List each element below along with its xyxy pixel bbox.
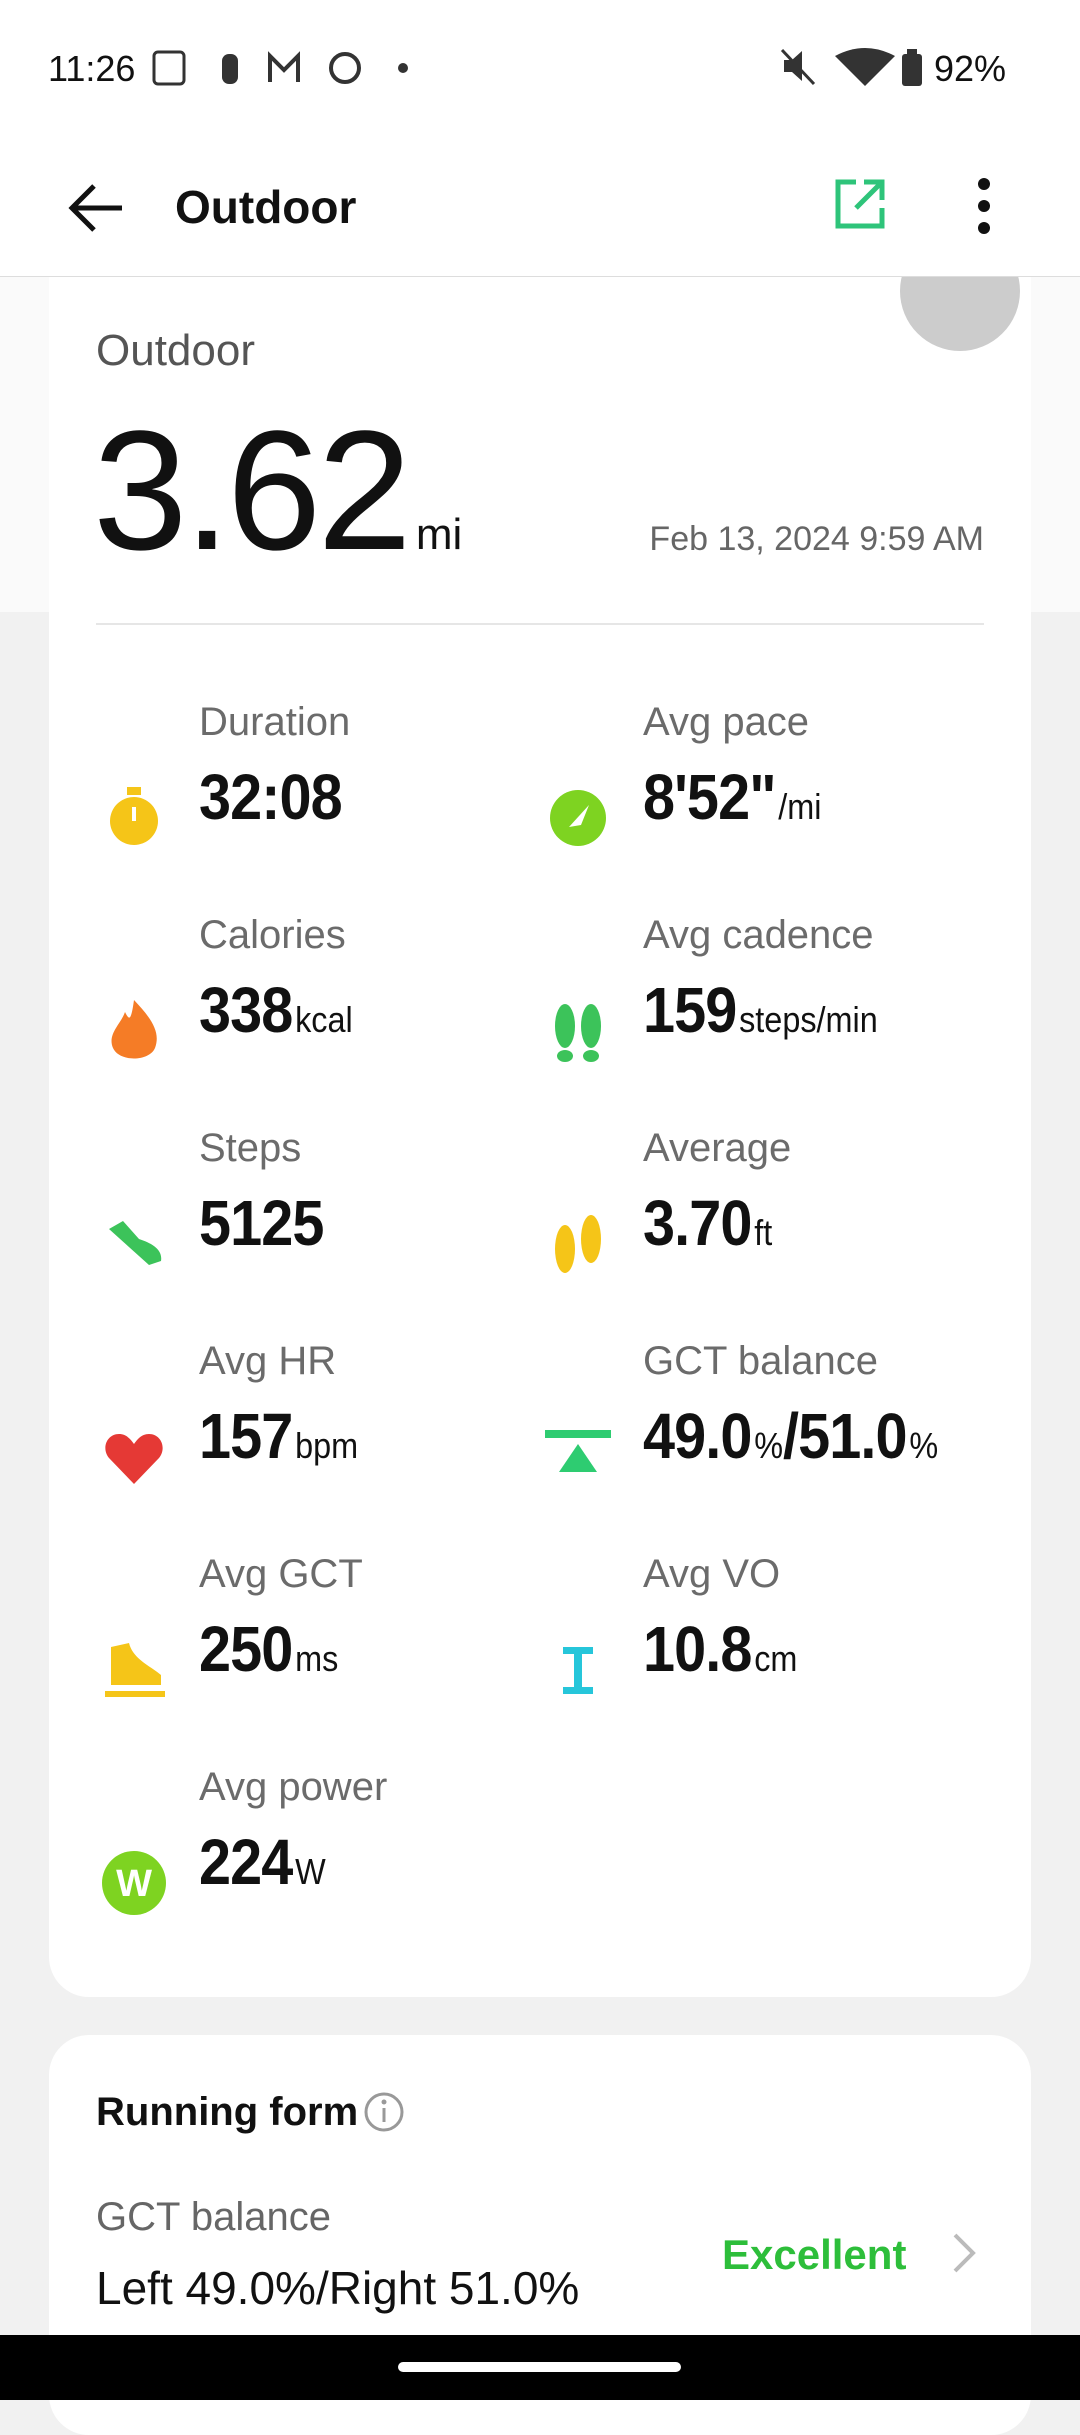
metric-number: 250 bbox=[199, 1613, 293, 1685]
metric-value: 159steps/min bbox=[643, 973, 878, 1047]
metric-unit: steps/min bbox=[739, 999, 878, 1040]
metric-icon bbox=[555, 1215, 601, 1273]
workout-label: Outdoor bbox=[96, 326, 255, 375]
metric-number: 159 bbox=[643, 974, 737, 1046]
divider bbox=[96, 623, 984, 625]
metric-label: Average bbox=[643, 1126, 792, 1170]
notification-icons bbox=[152, 50, 408, 86]
rating[interactable]: Excellent bbox=[722, 2231, 907, 2278]
status-bar: 11:26 92% bbox=[0, 0, 1080, 140]
metric-unit: ft bbox=[754, 1212, 773, 1253]
metric-number: 10.8 bbox=[643, 1613, 752, 1685]
metric-unit: % bbox=[754, 1425, 784, 1466]
metric-icon bbox=[105, 1643, 165, 1697]
metric-icon bbox=[105, 1434, 163, 1484]
metric-number: 338 bbox=[199, 974, 293, 1046]
metric-number: 49.0 bbox=[643, 1400, 752, 1472]
metric-unit: kcal bbox=[295, 999, 353, 1040]
metric-number: 3.70 bbox=[643, 1187, 752, 1259]
metric-value: 8'52"/mi bbox=[643, 760, 822, 834]
more-button[interactable] bbox=[968, 176, 1000, 236]
metric-value: 157bpm bbox=[199, 1399, 358, 1473]
app-title: Outdoor bbox=[175, 181, 357, 233]
metric-label: Avg pace bbox=[643, 700, 810, 744]
metric-label: Avg cadence bbox=[643, 913, 874, 957]
metric-label: Avg power bbox=[199, 1765, 388, 1809]
status-time: 11:26 bbox=[48, 48, 136, 89]
metric-icon bbox=[545, 1430, 611, 1472]
metric-number: /51.0 bbox=[783, 1400, 908, 1472]
metric-icon bbox=[550, 790, 606, 846]
share-button[interactable] bbox=[832, 176, 888, 232]
metric-label: Avg VO bbox=[643, 1552, 781, 1596]
battery-level: 92% bbox=[934, 48, 1007, 89]
metric-unit: /mi bbox=[778, 786, 822, 827]
summary-card: Outdoor 3.62 mi Feb 13, 2024 9:59 AM Dura… bbox=[49, 231, 1031, 1997]
metric-label: Avg GCT bbox=[199, 1552, 363, 1596]
metric-value: 10.8cm bbox=[643, 1612, 797, 1686]
info-icon[interactable] bbox=[363, 2091, 405, 2133]
metric-value: 5125 bbox=[199, 1186, 324, 1260]
metric-number: 157 bbox=[199, 1400, 293, 1472]
metric-unit: W bbox=[295, 1851, 326, 1892]
distance-value: 3.62 bbox=[93, 396, 412, 586]
home-handle[interactable] bbox=[398, 2362, 681, 2372]
system-icons bbox=[780, 48, 895, 86]
metric-label: Duration bbox=[199, 700, 351, 744]
metric-label: Calories bbox=[199, 913, 346, 957]
metric-icon bbox=[563, 1647, 593, 1694]
metric-unit: % bbox=[909, 1425, 939, 1466]
metric-value: 338kcal bbox=[199, 973, 353, 1047]
navigation-bar bbox=[0, 2335, 1080, 2400]
metric-number: 32:08 bbox=[199, 761, 343, 833]
metric-number: 8'52" bbox=[643, 761, 777, 833]
app-bar: Outdoor bbox=[0, 140, 1080, 277]
metric-unit: ms bbox=[295, 1638, 339, 1679]
metric-number: 5125 bbox=[199, 1187, 324, 1259]
metric-icon bbox=[110, 787, 158, 845]
battery-icon bbox=[902, 49, 922, 86]
distance-unit: mi bbox=[415, 510, 463, 559]
distance: 3.62 mi bbox=[93, 406, 462, 620]
metric-label: GCT balance bbox=[643, 1339, 878, 1383]
metric-value: 32:08 bbox=[199, 760, 343, 834]
metric-label: Avg HR bbox=[199, 1339, 337, 1383]
metric-number: 224 bbox=[199, 1826, 293, 1898]
back-button[interactable] bbox=[64, 178, 128, 238]
metric-value: 224W bbox=[199, 1825, 326, 1899]
metric-value: 250ms bbox=[199, 1612, 338, 1686]
item-value: Left 49.0%/Right 51.0% bbox=[96, 2262, 580, 2314]
item-label: GCT balance bbox=[96, 2195, 331, 2239]
svg-text:W: W bbox=[116, 1863, 152, 1905]
chevron[interactable] bbox=[949, 2231, 979, 2275]
metric-value: 3.70ft bbox=[643, 1186, 772, 1260]
metric-icon bbox=[111, 1000, 157, 1059]
metric-label: Steps bbox=[199, 1126, 302, 1170]
metric-value: 49.0%/51.0% bbox=[643, 1399, 938, 1473]
metric-icon: W bbox=[102, 1851, 166, 1915]
metric-icon bbox=[555, 1004, 601, 1062]
metric-unit: bpm bbox=[295, 1425, 359, 1466]
metric-unit: cm bbox=[754, 1638, 798, 1679]
metric-icon bbox=[109, 1221, 162, 1265]
workout-date: Feb 13, 2024 9:59 AM bbox=[649, 520, 984, 558]
section-title: Running form bbox=[96, 2090, 359, 2134]
